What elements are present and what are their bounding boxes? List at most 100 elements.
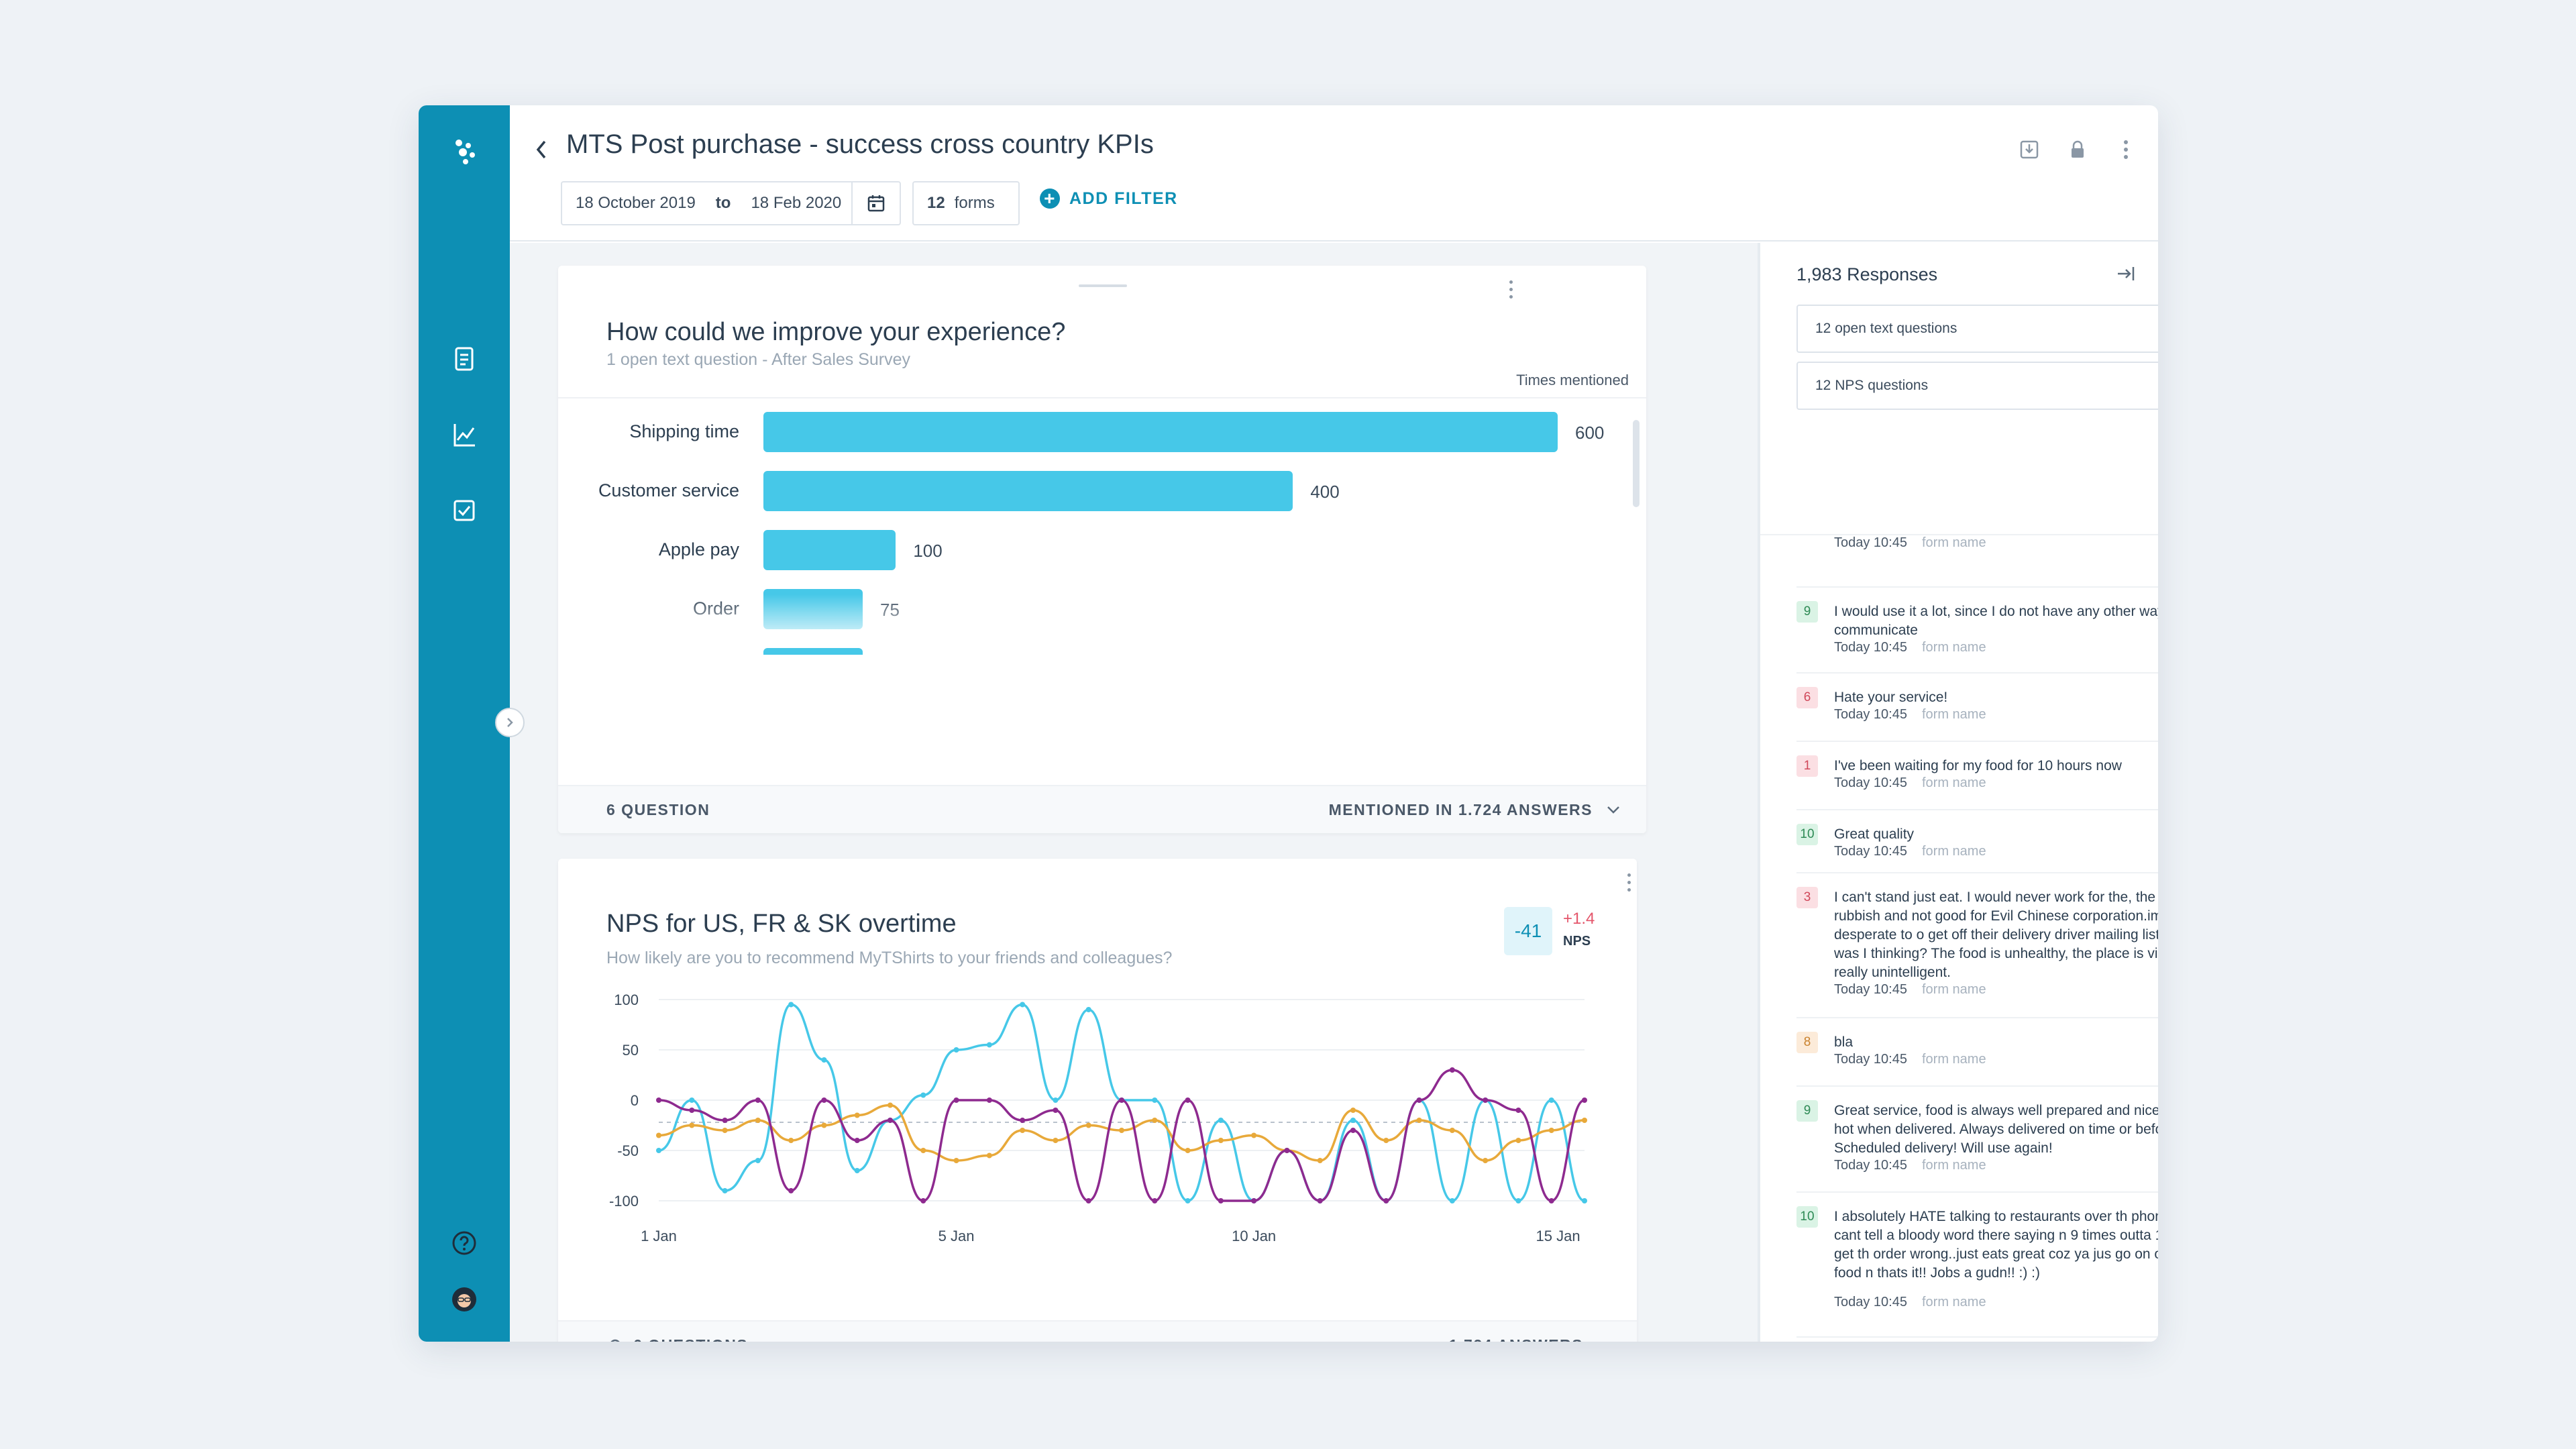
forms-selector[interactable]: 12 forms (912, 181, 1020, 225)
bar-row[interactable]: Delivery address75 (558, 648, 1646, 655)
data-point[interactable] (689, 1122, 695, 1128)
data-point[interactable] (1218, 1138, 1224, 1143)
data-point[interactable] (1284, 1148, 1290, 1153)
bar[interactable] (763, 648, 863, 655)
data-point[interactable] (1085, 1007, 1091, 1012)
data-point[interactable] (1548, 1128, 1554, 1133)
document-icon[interactable] (445, 340, 483, 378)
data-point[interactable] (656, 1132, 661, 1138)
response-item[interactable]: 1shocking took an hour to get confirm my… (1796, 1339, 2158, 1342)
response-form-name[interactable]: form name (1921, 535, 1986, 550)
expand-sidebar-button[interactable] (495, 708, 525, 737)
bar[interactable] (763, 530, 896, 570)
response-item[interactable]: 1 I've been waiting for my food for 10 ho… (1796, 743, 2158, 810)
data-point[interactable] (1085, 1198, 1091, 1203)
response-item[interactable]: 6 Hate your service! Today 10:45 form name (1796, 675, 2158, 742)
data-point[interactable] (1053, 1097, 1059, 1103)
more-options-icon[interactable] (2111, 135, 2141, 164)
card-menu-icon[interactable] (1504, 280, 1517, 299)
data-point[interactable] (1515, 1108, 1521, 1113)
data-point[interactable] (689, 1097, 695, 1103)
data-point[interactable] (1515, 1138, 1521, 1143)
data-point[interactable] (986, 1097, 992, 1103)
data-point[interactable] (1548, 1198, 1554, 1203)
bar[interactable] (763, 471, 1293, 511)
data-point[interactable] (1251, 1198, 1257, 1203)
data-point[interactable] (1053, 1108, 1059, 1113)
avatar[interactable] (445, 1281, 483, 1318)
bar-row[interactable]: Shipping time 600 (558, 412, 1646, 452)
data-point[interactable] (1548, 1097, 1554, 1103)
date-range-picker[interactable]: 18 October 2019 to 18 Feb 2020 (561, 181, 901, 225)
response-item[interactable]: 10 Great quality Today 10:45 form name (1796, 812, 2158, 873)
data-point[interactable] (1449, 1128, 1455, 1133)
bar-row[interactable]: Apple pay 100 (558, 530, 1646, 570)
data-point[interactable] (1350, 1128, 1356, 1133)
data-point[interactable] (821, 1097, 827, 1103)
data-point[interactable] (1515, 1198, 1521, 1203)
logo-icon[interactable] (445, 132, 483, 170)
response-form-name[interactable]: form name (1921, 1052, 1986, 1067)
response-item[interactable]: Today 10:45 form name (1796, 535, 2158, 588)
data-point[interactable] (656, 1148, 661, 1153)
data-point[interactable] (953, 1097, 959, 1103)
back-icon[interactable] (530, 131, 554, 168)
response-form-name[interactable]: form name (1921, 844, 1986, 859)
bar-row[interactable]: Customer service 400 (558, 471, 1646, 511)
series-line[interactable] (658, 1104, 1585, 1162)
data-point[interactable] (788, 1002, 794, 1008)
data-point[interactable] (1119, 1097, 1124, 1103)
data-point[interactable] (1152, 1198, 1158, 1203)
drag-handle[interactable] (1079, 284, 1127, 287)
data-point[interactable] (920, 1092, 926, 1098)
data-point[interactable] (1020, 1002, 1026, 1008)
data-point[interactable] (722, 1188, 728, 1193)
data-point[interactable] (1053, 1138, 1059, 1143)
expand-answers-button[interactable]: 1.724 ANSWERS (1449, 1336, 1613, 1342)
data-point[interactable] (854, 1112, 860, 1118)
data-point[interactable] (1416, 1097, 1422, 1103)
collapse-panel-icon[interactable] (2115, 263, 2137, 284)
data-point[interactable] (755, 1118, 761, 1123)
add-filter-button[interactable]: + ADD FILTER (1040, 188, 1178, 209)
data-point[interactable] (1350, 1118, 1356, 1123)
data-point[interactable] (1449, 1198, 1455, 1203)
data-point[interactable] (788, 1138, 794, 1143)
data-point[interactable] (920, 1198, 926, 1203)
download-icon[interactable] (2015, 135, 2044, 164)
data-point[interactable] (888, 1118, 893, 1123)
scrollbar[interactable] (1633, 420, 1640, 507)
response-form-name[interactable]: form name (1921, 775, 1986, 790)
analytics-icon[interactable] (445, 416, 483, 453)
data-point[interactable] (1152, 1097, 1158, 1103)
open-text-questions-select[interactable]: 12 open text questions (1796, 305, 2158, 353)
data-point[interactable] (1085, 1122, 1091, 1128)
data-point[interactable] (1185, 1198, 1191, 1203)
data-point[interactable] (1317, 1198, 1323, 1203)
card-menu-icon[interactable] (1622, 873, 1635, 892)
response-item[interactable]: 10 I absolutely HATE talking to restauran… (1796, 1194, 2158, 1338)
help-icon[interactable] (445, 1224, 483, 1262)
data-point[interactable] (1483, 1097, 1489, 1103)
date-to[interactable]: 18 Feb 2020 (751, 194, 842, 212)
data-point[interactable] (788, 1188, 794, 1193)
data-point[interactable] (1251, 1132, 1257, 1138)
data-point[interactable] (1416, 1118, 1422, 1123)
calendar-icon[interactable] (851, 182, 900, 224)
data-point[interactable] (755, 1097, 761, 1103)
data-point[interactable] (1582, 1198, 1587, 1203)
data-point[interactable] (1582, 1118, 1587, 1123)
expand-answers-button[interactable]: MENTIONED IN 1.724 ANSWERS (1329, 801, 1622, 819)
data-point[interactable] (986, 1152, 992, 1159)
response-form-name[interactable]: form name (1921, 640, 1986, 655)
bar[interactable] (763, 412, 1558, 452)
data-point[interactable] (920, 1148, 926, 1153)
data-point[interactable] (755, 1158, 761, 1163)
data-point[interactable] (1152, 1118, 1158, 1123)
data-point[interactable] (1449, 1067, 1455, 1073)
data-point[interactable] (1317, 1158, 1323, 1163)
data-point[interactable] (953, 1158, 959, 1163)
data-point[interactable] (1185, 1097, 1191, 1103)
data-point[interactable] (1020, 1128, 1026, 1133)
data-point[interactable] (1218, 1198, 1224, 1203)
